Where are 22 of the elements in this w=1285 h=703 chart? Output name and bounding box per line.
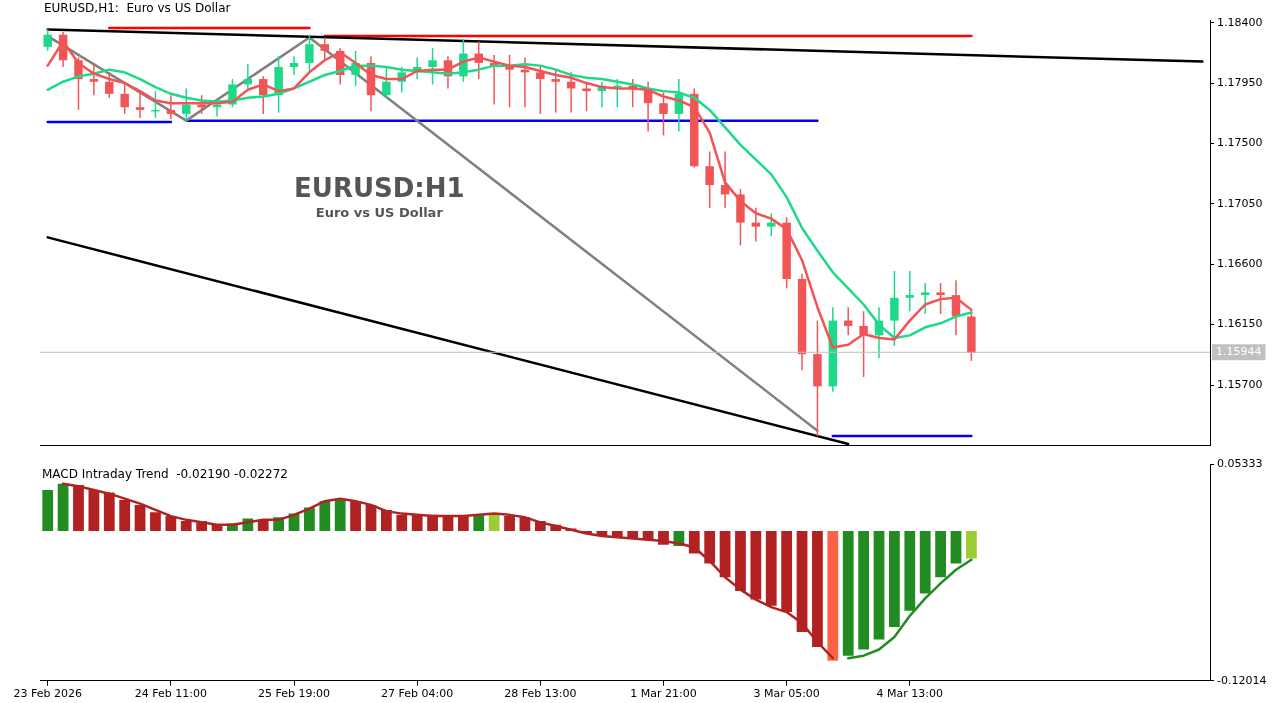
y-tick-label: 1.18400 <box>1217 15 1263 29</box>
y-tick-label: 1.16600 <box>1217 257 1263 271</box>
x-tick-label: 25 Feb 19:00 <box>257 687 331 701</box>
x-tick-label: 27 Feb 04:00 <box>381 687 454 701</box>
ref-line-label: 1.15944 <box>1216 345 1262 359</box>
x-tick-label: 4 Mar 13:00 <box>876 687 944 701</box>
y-tick-label: 1.15700 <box>1217 377 1263 391</box>
x-tick-label: 24 Feb 11:00 <box>134 687 207 701</box>
y-tick-label: 1.17950 <box>1217 75 1263 89</box>
text: EURUSD:H1 <box>294 172 465 203</box>
x-tick-label: 23 Feb 2026 <box>13 687 82 701</box>
y-tick-label: 1.17050 <box>1217 196 1263 210</box>
y-tick-label: 1.16150 <box>1217 317 1263 331</box>
chart-title: MACD Intraday Trend -0.02190 -0.02272 <box>42 466 288 481</box>
text: EURUSD,H1: Euro vs US Dollar <box>44 1 231 16</box>
x-tick-label: 1 Mar 21:00 <box>630 687 697 701</box>
y-tick-label: -0.12014 <box>1217 673 1267 687</box>
y-tick-label: 0.05333 <box>1217 457 1263 471</box>
x-tick-label: 28 Feb 13:00 <box>504 687 577 701</box>
x-tick-label: 3 Mar 05:00 <box>753 687 820 701</box>
y-tick-label: 1.17500 <box>1217 136 1263 150</box>
text: Euro vs US Dollar <box>315 204 444 220</box>
